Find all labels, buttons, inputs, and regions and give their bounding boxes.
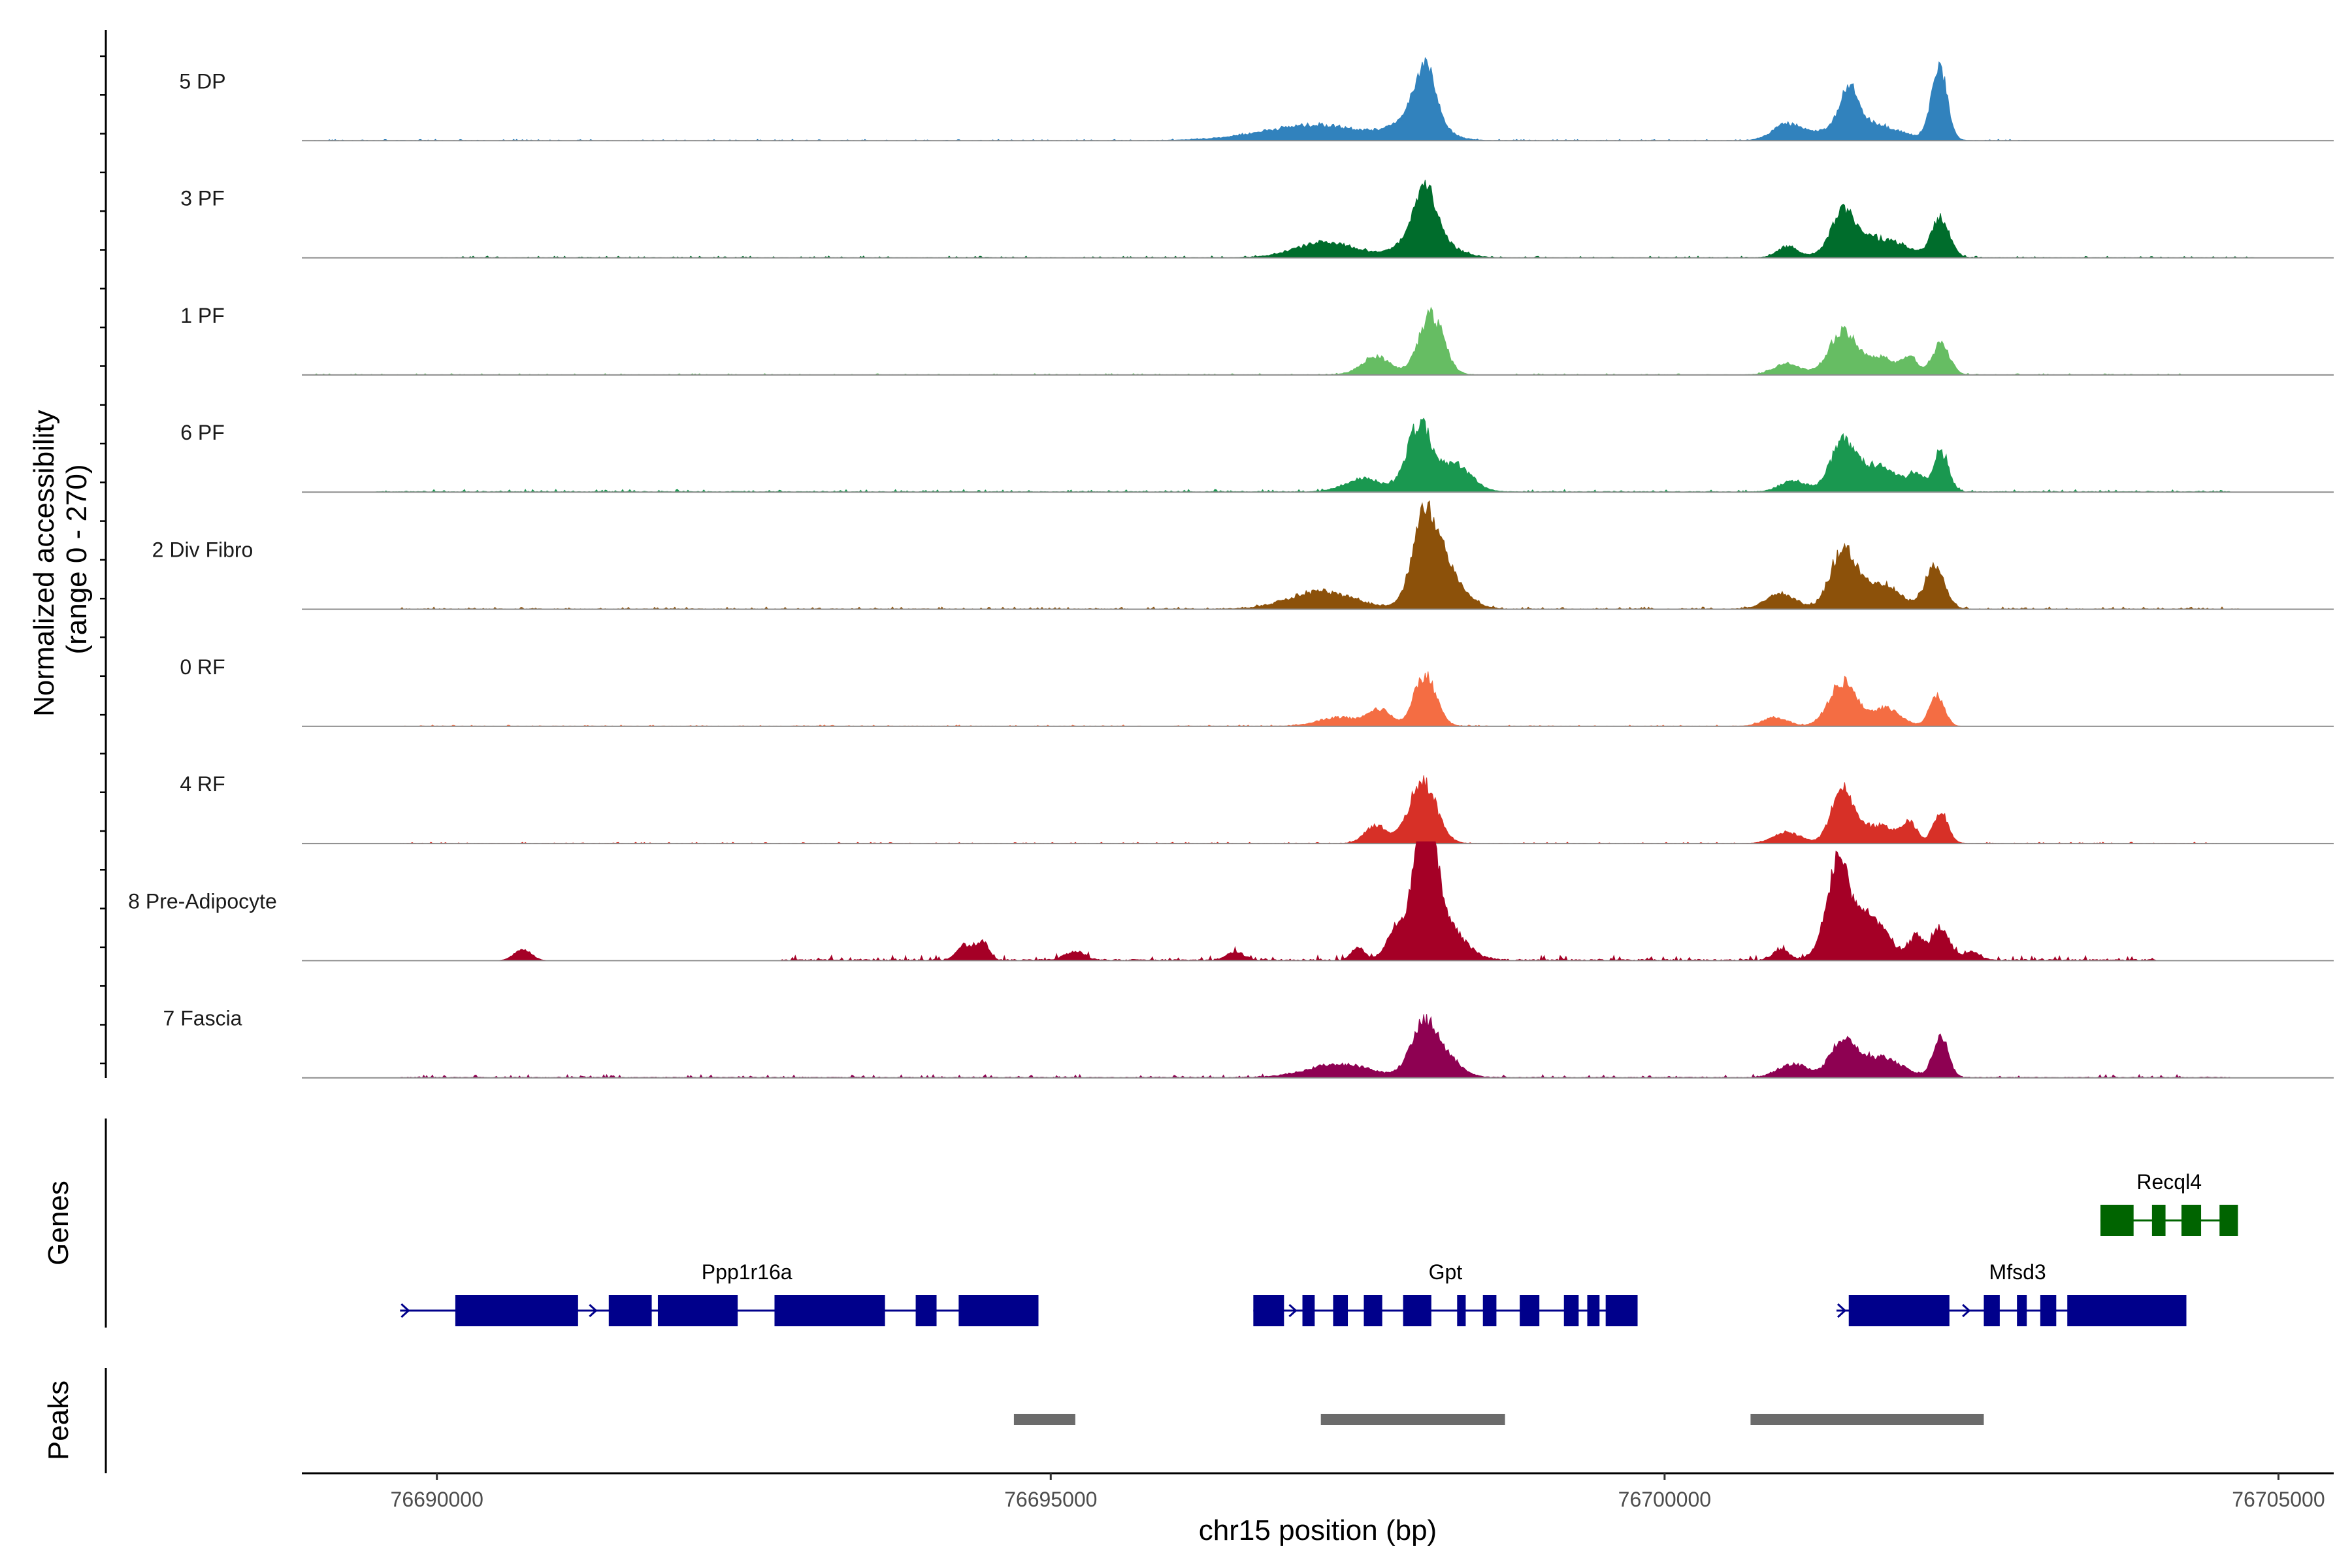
gene-strand-arrow-gpt xyxy=(1288,1303,1298,1318)
exon-mfsd3 xyxy=(2067,1295,2187,1326)
exon-gpt xyxy=(1563,1295,1579,1326)
y-axis-title-line1: Normalized accessibility xyxy=(28,410,60,716)
x-tick-label: 76700000 xyxy=(1618,1488,1711,1511)
exon-gpt xyxy=(1403,1295,1431,1326)
coverage-area-7-fascia xyxy=(302,1014,2334,1079)
track-label-8-pre-adipocyte: 8 Pre-Adipocyte xyxy=(128,889,277,913)
coverage-area-3-pf xyxy=(302,180,2334,259)
coverage-area-0-rf xyxy=(302,671,2334,727)
coverage-area-1-pf xyxy=(302,306,2334,376)
track-label-4-rf: 4 RF xyxy=(180,772,225,796)
exon-recql4 xyxy=(2151,1205,2166,1236)
coverage-area-4-rf xyxy=(302,775,2334,844)
gene-label-gpt: Gpt xyxy=(1429,1260,1463,1284)
exon-mfsd3 xyxy=(1848,1295,1950,1326)
exon-mfsd3 xyxy=(1984,1295,2000,1326)
gene-strand-arrow-mfsd3 xyxy=(1962,1303,1971,1318)
track-label-6-pf: 6 PF xyxy=(180,421,225,444)
exon-gpt xyxy=(1302,1295,1315,1326)
genes-axis-title: Genes xyxy=(42,1181,74,1266)
exon-ppp1r16a xyxy=(657,1295,738,1326)
x-tick-label: 76690000 xyxy=(391,1488,483,1511)
track-label-0-rf: 0 RF xyxy=(180,655,225,679)
exon-gpt xyxy=(1253,1295,1284,1326)
gene-label-recql4: Recql4 xyxy=(2136,1170,2202,1194)
exon-ppp1r16a xyxy=(608,1295,652,1326)
track-label-1-pf: 1 PF xyxy=(180,304,225,327)
exon-recql4 xyxy=(2100,1205,2134,1236)
exon-mfsd3 xyxy=(2040,1295,2057,1326)
gene-label-ppp1r16a: Ppp1r16a xyxy=(702,1260,792,1284)
peak-regions xyxy=(1013,1414,1984,1425)
gene-label-mfsd3: Mfsd3 xyxy=(1989,1260,2046,1284)
exon-gpt xyxy=(1364,1295,1382,1326)
x-axis-ticks: 76690000 76695000 76700000 76705000 xyxy=(391,1473,2325,1511)
x-tick-label: 76705000 xyxy=(2232,1488,2325,1511)
y-axis-title: Normalized accessibility (range 0 - 270) xyxy=(28,402,93,717)
exon-ppp1r16a xyxy=(455,1295,578,1326)
exon-ppp1r16a xyxy=(774,1295,885,1326)
track-label-7-fascia: 7 Fascia xyxy=(163,1007,242,1030)
exon-recql4 xyxy=(2181,1205,2202,1236)
x-axis-title: chr15 position (bp) xyxy=(1199,1514,1437,1546)
gene-strand-arrow-mfsd3 xyxy=(1837,1303,1847,1318)
exon-recql4 xyxy=(2219,1205,2238,1236)
track-label-5-dp: 5 DP xyxy=(179,69,225,93)
x-tick-label: 76695000 xyxy=(1004,1488,1097,1511)
coverage-area-8-pre-adipocyte xyxy=(302,841,2334,962)
exon-gpt xyxy=(1587,1295,1600,1326)
peak-region-bar xyxy=(1320,1414,1505,1425)
gene-annotations: Ppp1r16a Gpt Mfsd3 Recql4 xyxy=(400,1170,2238,1326)
gene-strand-arrow-ppp1r16a xyxy=(589,1303,598,1318)
exon-ppp1r16a xyxy=(915,1295,937,1326)
gene-strand-arrow-ppp1r16a xyxy=(400,1303,410,1318)
y-axis-title-line2: (range 0 - 270) xyxy=(61,464,93,654)
exon-gpt xyxy=(1482,1295,1497,1326)
coverage-area-2-div-fibro xyxy=(302,500,2334,610)
peak-region-bar xyxy=(1013,1414,1075,1425)
track-label-3-pf: 3 PF xyxy=(180,187,225,210)
coverage-tracks xyxy=(302,57,2334,1079)
exon-mfsd3 xyxy=(2017,1295,2027,1326)
coverage-y-ticks xyxy=(100,55,106,1065)
exon-ppp1r16a xyxy=(958,1295,1039,1326)
peak-region-bar xyxy=(1750,1414,1984,1425)
exon-gpt xyxy=(1520,1295,1540,1326)
exon-gpt xyxy=(1333,1295,1348,1326)
coverage-area-5-dp xyxy=(302,57,2334,141)
exon-gpt xyxy=(1605,1295,1638,1326)
coverage-area-6-pf xyxy=(302,417,2334,493)
exon-gpt xyxy=(1457,1295,1466,1326)
peaks-axis-title: Peaks xyxy=(42,1380,74,1460)
track-labels: 5 DP 3 PF 1 PF 6 PF 2 Div Fibro 0 RF 4 RF 8 Pre… xyxy=(128,69,277,1030)
track-label-2-div-fibro: 2 Div Fibro xyxy=(152,538,253,562)
